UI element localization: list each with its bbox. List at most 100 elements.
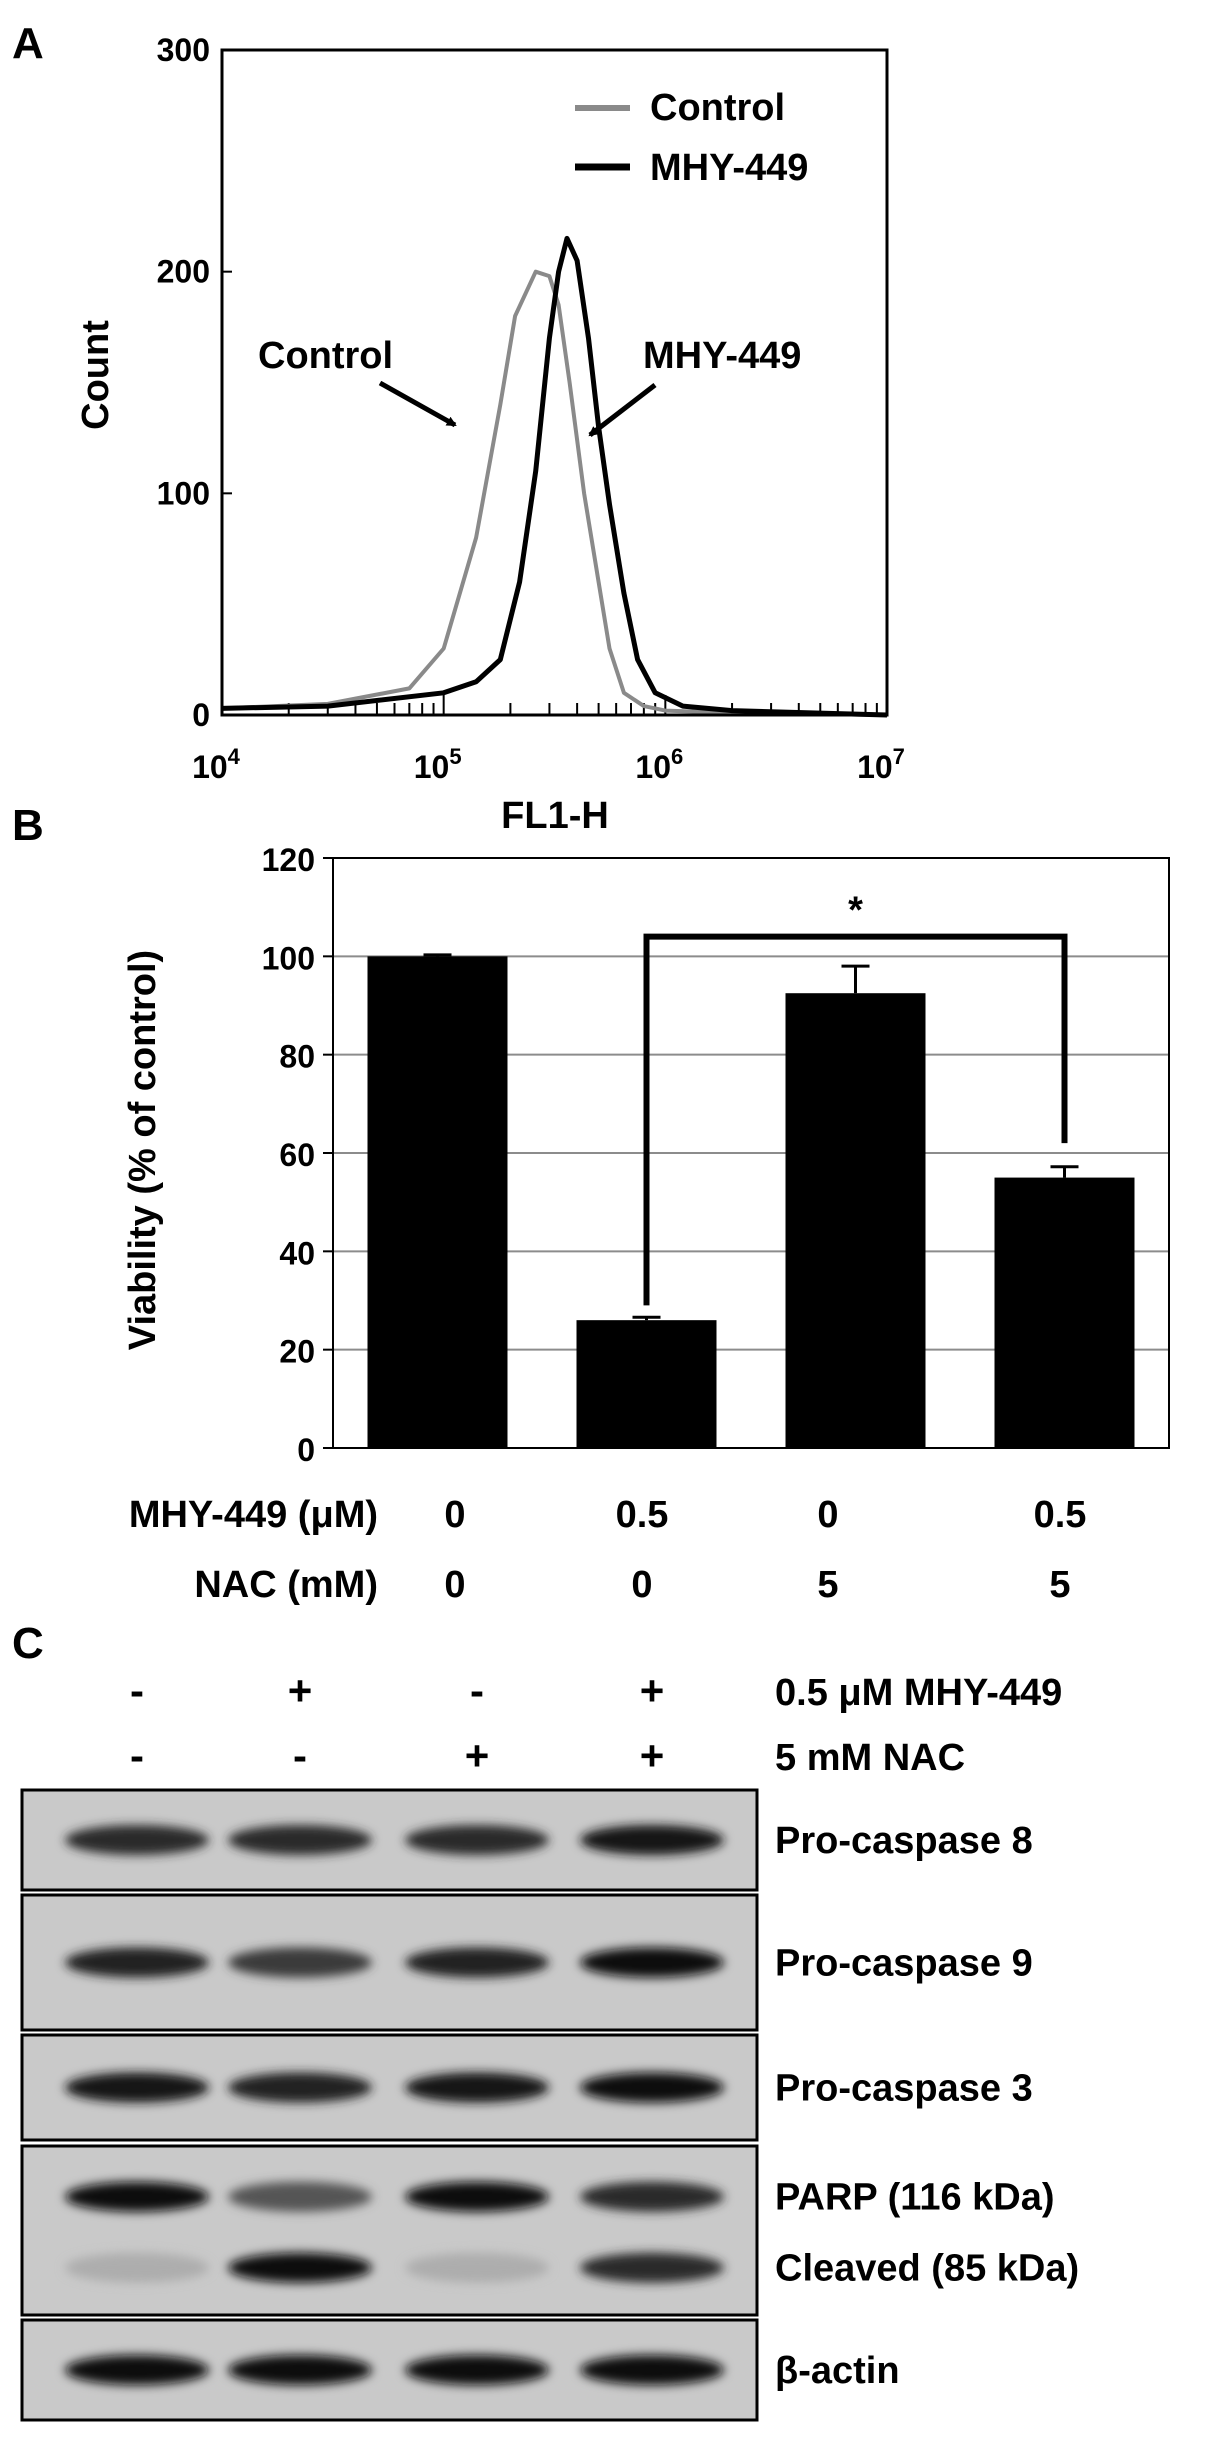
y-tick-label: 60	[279, 1137, 315, 1173]
blot-band	[228, 2252, 372, 2283]
condition-cell: 0.5	[1034, 1494, 1087, 1536]
panel-a-plot-frame	[220, 48, 889, 717]
significance-bracket: *	[643, 890, 1068, 1306]
treatment-sign: +	[640, 1667, 665, 1714]
panel-b-plot-frame	[332, 857, 1170, 1449]
significance-bracket-line	[643, 933, 1068, 1306]
blot-strip: β-actin	[20, 2318, 900, 2422]
panel-a-y-axis-label: Count	[75, 320, 117, 430]
blot-band-label: Pro-caspase 9	[775, 1943, 1033, 1985]
blot-band	[405, 2072, 549, 2103]
condition-cell: 0.5	[616, 1494, 669, 1536]
condition-cell: 0	[444, 1564, 465, 1606]
treatment-label: 5 mM NAC	[775, 1737, 965, 1779]
treatment-label: 0.5 μM MHY-449	[775, 1672, 1062, 1714]
blot-band-label: Cleaved (85 kDa)	[775, 2248, 1079, 2290]
bar	[994, 1177, 1135, 1448]
blot-band	[580, 2181, 724, 2212]
panel-a-legend: Control MHY-449	[575, 87, 808, 189]
blot-band	[580, 2252, 724, 2283]
condition-cell: 5	[817, 1564, 838, 1606]
blot-band	[580, 1947, 724, 1978]
treatment-sign: +	[640, 1732, 665, 1779]
y-tick-label: 120	[262, 842, 315, 878]
condition-cell: 5	[1049, 1564, 1070, 1606]
histogram-line-control	[221, 269, 888, 717]
y-tick-label: 20	[279, 1334, 315, 1370]
x-tick-label: 104	[192, 744, 241, 785]
annotation-mhy449: MHY-449	[643, 335, 801, 377]
blot-band-label: Pro-caspase 3	[775, 2068, 1033, 2110]
panel-b-y-tick-labels: 0 20 40 60 80 100 120	[262, 842, 315, 1468]
condition-row-label: MHY-449 (μM)	[129, 1494, 378, 1536]
blot-band	[65, 2181, 209, 2212]
panel-b-bars	[367, 956, 1135, 1448]
panel-c-western-blot: C - + - +0.5 μM MHY-449 - - + +5 mM NAC Pro-cas…	[12, 1619, 1079, 2422]
x-tick-label: 105	[414, 744, 462, 785]
panel-b-error-bars	[423, 953, 1079, 1321]
blot-strip: Pro-caspase 8	[20, 1788, 1033, 1892]
panel-b-y-axis-label: Viability (% of control)	[122, 950, 164, 1350]
panel-a-x-tick-labels: 104 105 106 107	[192, 744, 905, 785]
blot-band	[405, 1825, 549, 1855]
blot-band	[405, 2252, 549, 2283]
y-tick-label: 0	[192, 697, 210, 733]
blot-band	[228, 2181, 372, 2212]
y-tick-label: 0	[297, 1432, 315, 1468]
bar	[576, 1320, 717, 1448]
y-tick-label: 300	[157, 32, 210, 68]
panel-a-letter: A	[12, 19, 44, 68]
condition-cell: 0	[817, 1494, 838, 1536]
panel-a-y-tick-labels: 0 100 200 300	[157, 32, 210, 733]
y-tick-label: 100	[262, 940, 315, 976]
condition-row-label: NAC (mM)	[194, 1564, 378, 1606]
panel-b-letter: B	[12, 801, 44, 850]
blot-band-label: PARP (116 kDa)	[775, 2177, 1055, 2219]
blot-treatment-rows: - + - +0.5 μM MHY-449 - - + +5 mM NAC	[130, 1667, 1062, 1779]
blot-strip: PARP (116 kDa) Cleaved (85 kDa)	[20, 2144, 1079, 2317]
annotation-arrow-mhy449	[588, 383, 657, 437]
panel-b-condition-table: MHY-449 (μM) 0 0.5 0 0.5 NAC (mM) 0 0 5 5	[129, 1494, 1087, 1606]
significance-star: *	[848, 890, 863, 932]
blot-band-label: β-actin	[775, 2350, 900, 2392]
blot-band-label: Pro-caspase 8	[775, 1820, 1033, 1862]
blot-band	[580, 2072, 724, 2103]
blot-band	[405, 1947, 549, 1978]
annotation-arrow-control	[378, 380, 457, 428]
blot-band	[65, 2355, 209, 2385]
x-tick-label: 107	[857, 744, 905, 785]
condition-cell: 0	[631, 1564, 652, 1606]
x-tick-label: 106	[635, 744, 683, 785]
blot-band	[65, 2252, 209, 2283]
condition-cell: 0	[444, 1494, 465, 1536]
blot-band	[228, 1825, 372, 1855]
annotation-control: Control	[258, 335, 393, 377]
panel-a-x-axis-label: FL1-H	[501, 795, 609, 837]
panel-a-series	[221, 235, 888, 718]
blot-band	[405, 2181, 549, 2212]
blot-band	[580, 2355, 724, 2385]
y-tick-label: 200	[157, 254, 210, 290]
blot-band	[65, 1825, 209, 1855]
treatment-sign: -	[130, 1732, 144, 1779]
bar	[785, 993, 926, 1448]
treatment-sign: +	[465, 1732, 490, 1779]
panel-b-bar-chart: B 0 20 40 60 80 100 120 Viability (% of contro…	[12, 801, 1170, 1606]
blot-band	[228, 2072, 372, 2103]
blot-membrane	[20, 2144, 759, 2317]
blot-band	[580, 1825, 724, 1855]
legend-label-control: Control	[650, 87, 785, 129]
treatment-sign: -	[293, 1732, 307, 1779]
blot-band	[65, 2072, 209, 2103]
blot-strip: Pro-caspase 9	[20, 1893, 1033, 2032]
panel-c-letter: C	[12, 1619, 44, 1668]
bar	[367, 956, 508, 1448]
blot-band	[228, 1947, 372, 1978]
blot-strips: Pro-caspase 8 Pro-caspase 9 Pro-caspase 3 P…	[20, 1788, 1079, 2422]
panel-a-histogram: A 0 100 200 300 104 105 106 107 FL1-H Count Co…	[12, 19, 905, 837]
histogram-line-mhy-449	[221, 235, 888, 718]
legend-label-mhy449: MHY-449	[650, 147, 808, 189]
y-tick-label: 40	[279, 1235, 315, 1271]
y-tick-label: 100	[157, 475, 210, 511]
